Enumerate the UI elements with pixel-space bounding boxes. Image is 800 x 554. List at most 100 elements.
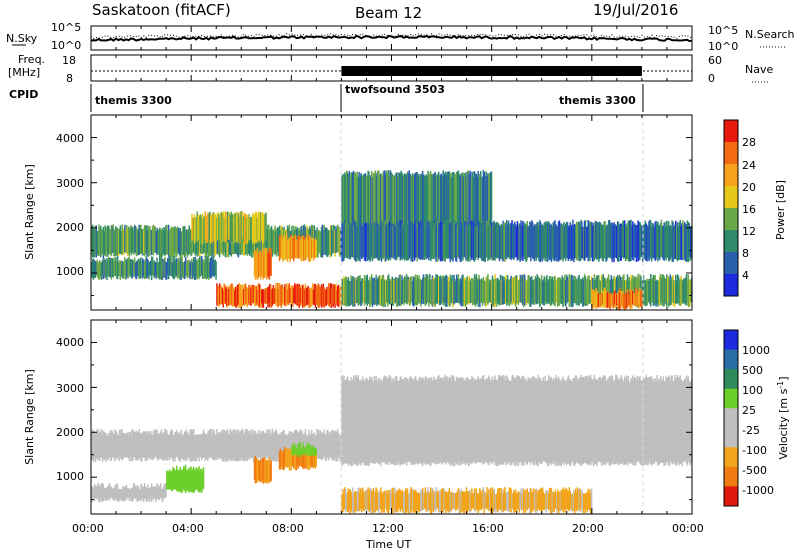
- power-cell: [411, 221, 413, 262]
- power-cell: [423, 225, 426, 260]
- velocity-cell: [404, 377, 406, 463]
- power-cell: [478, 274, 480, 304]
- power-cell: [512, 277, 514, 305]
- power-cell: [610, 222, 613, 260]
- velocity-cell: [565, 380, 567, 464]
- velocity-cell: [106, 487, 108, 500]
- velocity-cell: [216, 429, 218, 458]
- velocity-cell: [370, 379, 372, 464]
- power-cell: [653, 276, 655, 306]
- velocity-cell: [118, 489, 121, 501]
- power-cell: [419, 278, 421, 304]
- velocity-cell: [371, 490, 374, 514]
- power-cell: [430, 280, 432, 305]
- power-cell: [624, 280, 626, 308]
- velocity-cell: [199, 435, 201, 457]
- velocity-cell: [476, 379, 478, 463]
- power-cell: [221, 213, 224, 242]
- power-cell: [506, 275, 509, 303]
- power-cell: [372, 225, 375, 259]
- power-cell: [94, 261, 97, 278]
- power-cell: [583, 220, 586, 261]
- velocity-cell: [355, 376, 358, 465]
- velocity-cell: [614, 381, 616, 464]
- power-cell: [340, 285, 342, 308]
- velocity-cell: [259, 459, 262, 483]
- power-cell: [631, 225, 633, 258]
- power-cell: [576, 281, 579, 303]
- power-cell: [141, 263, 143, 275]
- velocity-cell: [455, 380, 457, 462]
- power-cell: [233, 212, 235, 243]
- power-cell: [255, 285, 258, 304]
- power-cell: [414, 221, 417, 258]
- velocity-cell: [198, 466, 200, 492]
- velocity-cell: [169, 431, 172, 457]
- power-cell: [259, 284, 261, 307]
- velocity-cell: [155, 488, 157, 503]
- velocity-cell: [569, 379, 571, 467]
- power-cell: [469, 278, 471, 304]
- power-cbar-tick-20: 20: [742, 181, 756, 194]
- velocity-cell: [463, 381, 466, 464]
- power-cell: [106, 258, 108, 280]
- power-cell: [307, 239, 309, 258]
- velocity-cell: [571, 381, 573, 462]
- power-cell: [415, 172, 418, 231]
- power-cell: [380, 226, 383, 262]
- power-cell: [169, 229, 172, 258]
- power-cell: [573, 275, 575, 304]
- power-cell: [471, 176, 473, 226]
- power-cell: [180, 258, 182, 280]
- velocity-cell: [536, 490, 538, 511]
- power-cell: [518, 223, 520, 260]
- power-cell: [430, 225, 433, 259]
- power-cell: [164, 256, 166, 278]
- power-cell: [431, 220, 434, 257]
- power-cell: [488, 279, 490, 303]
- velocity-cell: [538, 489, 540, 510]
- velocity-cell: [472, 494, 475, 509]
- velocity-cell: [567, 491, 570, 511]
- power-cell: [153, 226, 156, 253]
- power-cbar-tick-24: 24: [742, 159, 756, 172]
- velocity-cell: [432, 380, 435, 464]
- power-cell: [329, 283, 332, 305]
- velocity-cell: [315, 435, 317, 458]
- velocity-cell: [358, 380, 360, 464]
- velocity-cell: [385, 491, 387, 509]
- power-cell: [567, 226, 570, 261]
- velocity-cell: [175, 432, 177, 458]
- power-cell: [325, 289, 327, 307]
- power-cell: [630, 274, 632, 303]
- velocity-cell: [433, 493, 435, 510]
- power-cell: [540, 275, 543, 304]
- power-cell: [534, 224, 537, 258]
- power-cell: [237, 284, 240, 304]
- velocity-cell: [615, 374, 617, 464]
- velocity-cell: [110, 486, 113, 498]
- velocity-cell: [572, 493, 574, 512]
- power-cell: [334, 230, 336, 257]
- velocity-cell: [196, 470, 198, 490]
- power-cell: [557, 221, 560, 262]
- power-cell: [167, 258, 170, 280]
- velocity-cell: [360, 379, 362, 466]
- velocity-cell: [362, 376, 364, 462]
- power-cell: [491, 225, 494, 261]
- power-cell: [529, 277, 531, 307]
- velocity-cell: [468, 378, 470, 467]
- velocity-cell: [479, 381, 481, 463]
- power-cell: [551, 276, 554, 302]
- power-cell: [160, 229, 163, 258]
- velocity-cell: [547, 490, 549, 510]
- power-cell: [357, 222, 359, 261]
- power-cell: [584, 276, 587, 306]
- power-cell: [456, 278, 459, 303]
- power-cell: [596, 275, 598, 304]
- velocity-cell: [604, 375, 606, 466]
- power-cell: [282, 288, 284, 306]
- power-cell: [102, 255, 105, 280]
- velocity-cell: [324, 434, 326, 460]
- power-cell: [162, 230, 164, 255]
